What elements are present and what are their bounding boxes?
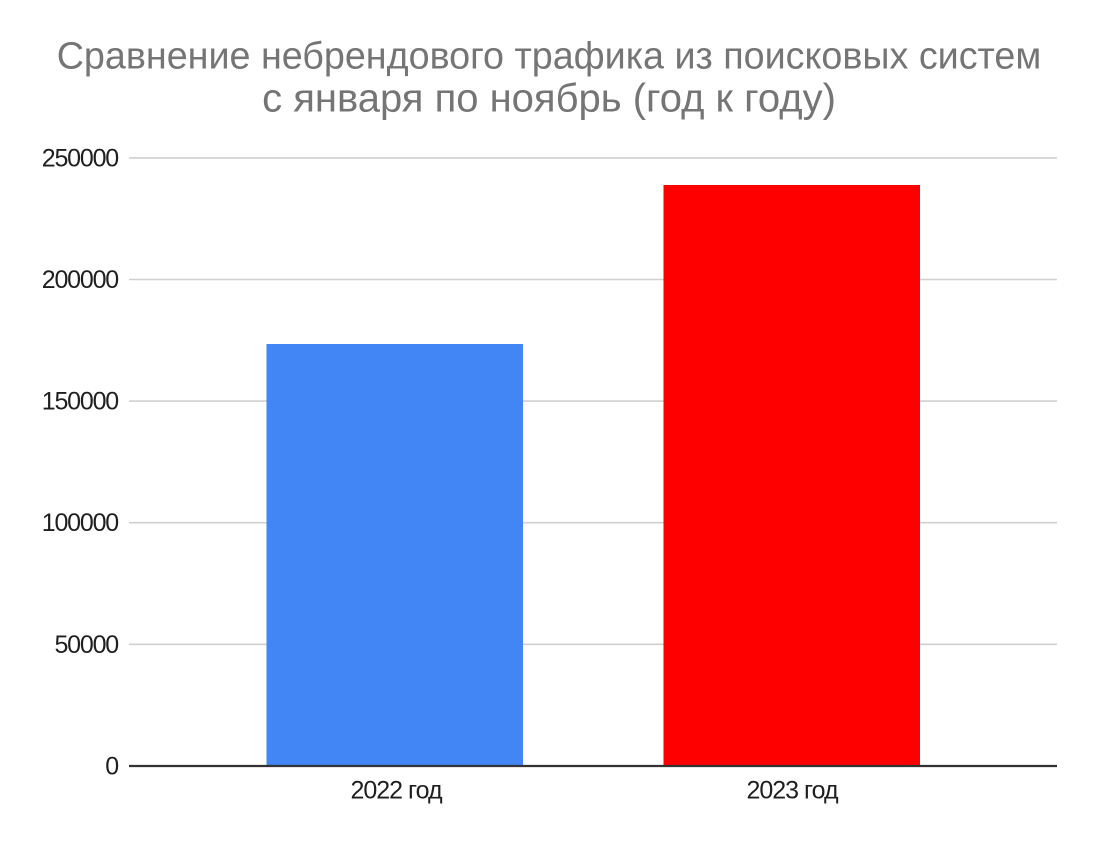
svg-text:с января по ноябрь (год к году: с января по ноябрь (год к году): [262, 77, 836, 121]
svg-text:Сравнение небрендового трафика: Сравнение небрендового трафика из поиско…: [57, 35, 1042, 77]
svg-text:2022 год: 2022 год: [350, 776, 442, 804]
svg-text:2023 год: 2023 год: [746, 776, 838, 804]
svg-text:100000: 100000: [42, 509, 119, 537]
svg-text:200000: 200000: [42, 266, 119, 294]
svg-text:50000: 50000: [54, 631, 118, 659]
svg-text:0: 0: [105, 752, 118, 780]
svg-text:250000: 250000: [42, 144, 119, 172]
svg-text:150000: 150000: [42, 388, 119, 416]
